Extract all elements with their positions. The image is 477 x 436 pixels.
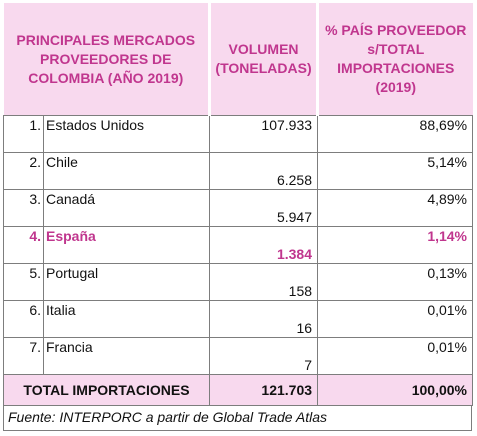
country: Italia [42,300,211,338]
rank: 6. [3,300,44,338]
source-note: Fuente: INTERPORC a partir de Global Tra… [3,406,472,431]
rank: 3. [3,189,44,227]
total-label: TOTAL IMPORTACIONES [2,374,211,406]
country-row: 3. Canadá 5.947 4,89% [3,189,474,227]
total-percent: 100,00% [317,374,474,406]
country: España [42,226,211,264]
country-row: 5. Portugal 158 0,13% [3,263,474,301]
country: Portugal [42,263,211,301]
percent: 5,14% [317,152,474,190]
percent: 0,01% [317,337,474,375]
table-body: 1. Estados Unidos 107.933 88,69% 2. Chile 6.25… [3,115,474,375]
table-wrap: PRINCIPALES MERCADOS PROVEEDORES DE COLO… [2,3,474,431]
percent: 4,89% [317,189,474,227]
header-row: PRINCIPALES MERCADOS PROVEEDORES DE COLO… [3,3,473,116]
rank: 5. [3,263,44,301]
volume: 6.258 [209,152,319,190]
header-cell: VOLUMEN (TONELADAS) [208,3,318,116]
country: Francia [42,337,211,375]
rank: 4. [3,226,44,264]
volume: 1.384 [209,226,319,264]
volume: 16 [209,300,319,338]
imports-table: PRINCIPALES MERCADOS PROVEEDORES DE COLO… [2,3,474,406]
total-volume: 121.703 [209,374,319,406]
total-row: TOTAL IMPORTACIONES 121.703 100,00% [2,374,474,406]
country-row: 2. Chile 6.258 5,14% [3,152,474,190]
country: Estados Unidos [42,115,211,153]
volume: 7 [209,337,319,375]
rank: 1. [3,115,44,153]
header-cell: PRINCIPALES MERCADOS PROVEEDORES DE COLO… [3,3,210,116]
percent: 1,14% [317,226,474,264]
rank: 7. [3,337,44,375]
volume: 158 [209,263,319,301]
country-row: 1. Estados Unidos 107.933 88,69% [3,115,474,153]
country: Canadá [42,189,211,227]
volume: 107.933 [209,115,319,153]
rank: 2. [3,152,44,190]
percent: 0,13% [317,263,474,301]
header-cell: % PAÍS PROVEEDOR s/TOTAL IMPORTACIONES (… [316,3,473,116]
country-row: 7. Francia 7 0,01% [3,337,474,375]
country-row: 4. España 1.384 1,14% [3,226,474,264]
percent: 88,69% [317,115,474,153]
volume: 5.947 [209,189,319,227]
percent: 0,01% [317,300,474,338]
country-row: 6. Italia 16 0,01% [3,300,474,338]
country: Chile [42,152,211,190]
